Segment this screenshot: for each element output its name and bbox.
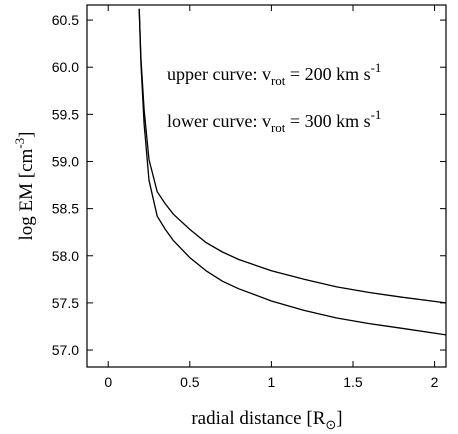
y-tick-label: 59.5 xyxy=(52,106,79,122)
y-tick-label: 57.0 xyxy=(52,342,79,358)
x-tick-label: 0.5 xyxy=(180,374,200,390)
x-tick-label: 2 xyxy=(431,374,439,390)
axis-ticks xyxy=(87,5,446,367)
x-tick-label: 1.5 xyxy=(343,374,363,390)
y-tick-label: 60.0 xyxy=(52,59,79,75)
y-tick-label: 58.5 xyxy=(52,201,79,217)
x-tick-label: 1 xyxy=(267,374,275,390)
curve-upper xyxy=(138,8,447,304)
curves xyxy=(138,8,447,336)
x-axis-label: radial distance [R⊙] xyxy=(191,408,342,432)
annotation-lower: lower curve: vrot = 300 km s-1 xyxy=(167,107,381,135)
annotation-upper: upper curve: vrot = 200 km s-1 xyxy=(167,60,381,88)
tick-labels: 0 0.5 1 1.5 2 57.0 57.5 58.0 58.5 59.0 59.5 60.0 60.… xyxy=(52,12,439,390)
y-tick-label: 57.5 xyxy=(52,295,79,311)
y-tick-label: 58.0 xyxy=(52,248,79,264)
x-tick-label: 0 xyxy=(104,374,112,390)
y-axis-label: log EM [cm-3] xyxy=(12,132,37,241)
y-tick-label: 60.5 xyxy=(52,12,79,28)
y-tick-label: 59.0 xyxy=(52,153,79,169)
plot-frame xyxy=(86,4,447,368)
curve-lower xyxy=(138,8,447,336)
